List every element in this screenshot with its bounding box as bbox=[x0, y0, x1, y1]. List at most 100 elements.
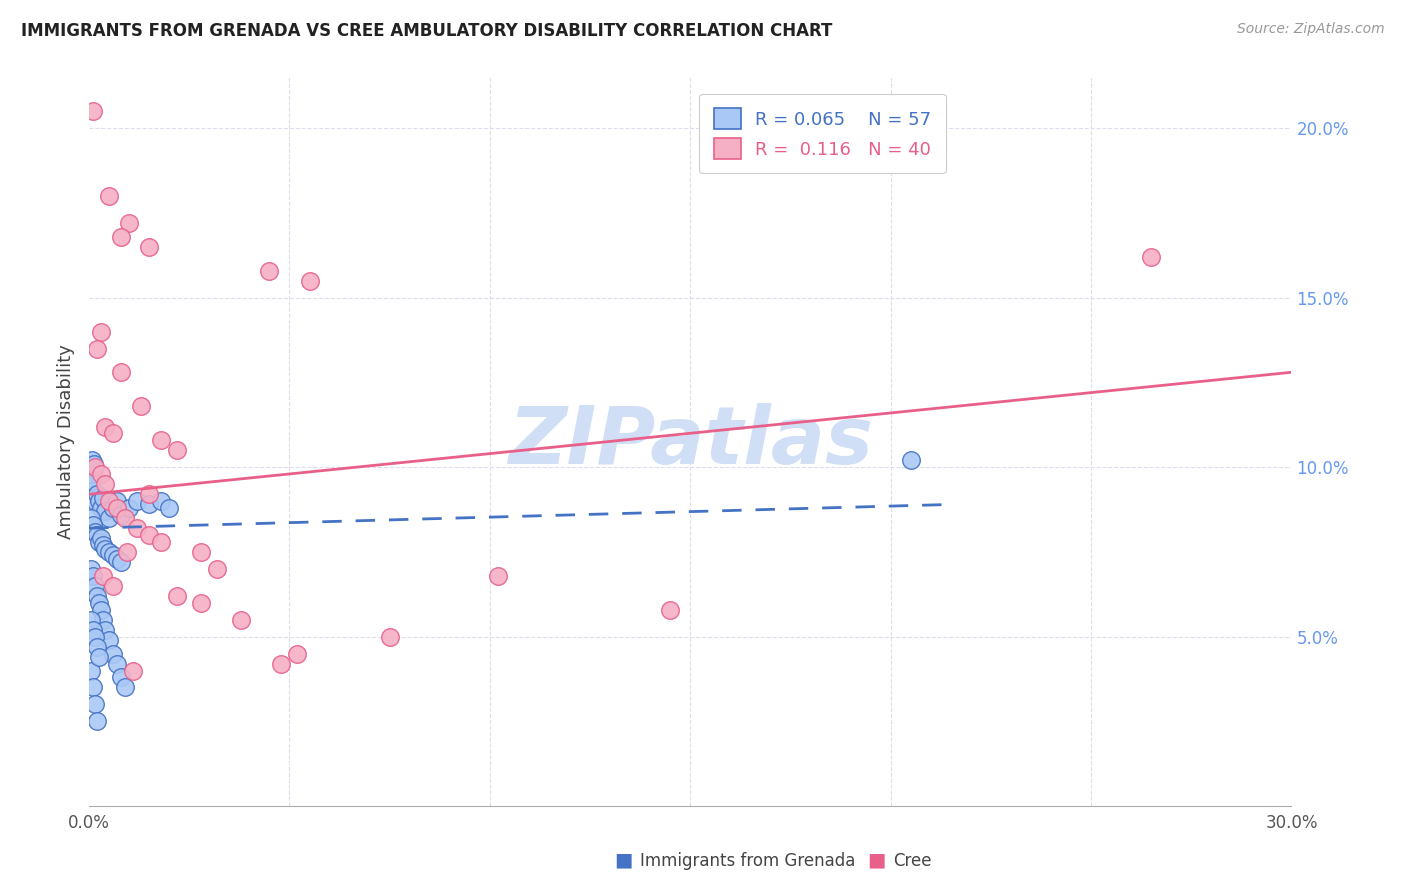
Point bbox=[486, 568, 509, 582]
Point bbox=[207, 562, 229, 576]
Point bbox=[87, 494, 110, 508]
Text: Immigrants from Grenada: Immigrants from Grenada bbox=[640, 852, 855, 870]
Point bbox=[87, 596, 110, 610]
Point bbox=[84, 494, 107, 508]
Point bbox=[101, 647, 124, 661]
Point bbox=[82, 453, 104, 467]
Text: ZIPatlas: ZIPatlas bbox=[508, 403, 873, 481]
Point bbox=[110, 365, 132, 379]
Point bbox=[115, 545, 138, 559]
Point bbox=[110, 555, 132, 569]
Point bbox=[298, 274, 321, 288]
Point bbox=[122, 664, 145, 678]
Point bbox=[190, 545, 212, 559]
Point bbox=[105, 494, 128, 508]
Point bbox=[259, 263, 281, 277]
Point bbox=[101, 500, 124, 515]
Point bbox=[83, 457, 105, 471]
Text: IMMIGRANTS FROM GRENADA VS CREE AMBULATORY DISABILITY CORRELATION CHART: IMMIGRANTS FROM GRENADA VS CREE AMBULATO… bbox=[21, 22, 832, 40]
Point bbox=[80, 477, 103, 491]
Point bbox=[90, 325, 112, 339]
Point bbox=[110, 229, 132, 244]
Point bbox=[118, 216, 141, 230]
Point bbox=[80, 664, 103, 678]
Text: Cree: Cree bbox=[893, 852, 931, 870]
Point bbox=[90, 602, 112, 616]
Point bbox=[150, 433, 173, 447]
Point bbox=[84, 630, 107, 644]
Point bbox=[118, 500, 141, 515]
Point bbox=[98, 545, 121, 559]
Point bbox=[82, 483, 104, 498]
Point bbox=[80, 562, 103, 576]
Point bbox=[87, 649, 110, 664]
Point bbox=[138, 487, 160, 501]
Point bbox=[91, 568, 114, 582]
Point bbox=[86, 342, 108, 356]
Point bbox=[127, 494, 149, 508]
Point bbox=[105, 551, 128, 566]
Point bbox=[86, 589, 108, 603]
Point bbox=[98, 189, 121, 203]
Point bbox=[94, 623, 117, 637]
Point bbox=[82, 517, 104, 532]
Point bbox=[157, 500, 180, 515]
Text: ■: ■ bbox=[868, 851, 886, 870]
Point bbox=[101, 549, 124, 563]
Point bbox=[231, 613, 253, 627]
Point bbox=[129, 399, 152, 413]
Point bbox=[378, 630, 401, 644]
Point bbox=[114, 511, 136, 525]
Point bbox=[166, 443, 188, 458]
Point bbox=[82, 568, 104, 582]
Point bbox=[138, 498, 160, 512]
Point bbox=[82, 623, 104, 637]
Point bbox=[80, 460, 103, 475]
Point bbox=[101, 579, 124, 593]
Point bbox=[82, 104, 104, 119]
Point bbox=[127, 521, 149, 535]
Point bbox=[659, 602, 682, 616]
Point bbox=[105, 657, 128, 671]
Point bbox=[84, 460, 107, 475]
Point bbox=[150, 534, 173, 549]
Point bbox=[94, 541, 117, 556]
Point bbox=[86, 640, 108, 654]
Point bbox=[86, 487, 108, 501]
Point bbox=[84, 524, 107, 539]
Point bbox=[138, 240, 160, 254]
Point bbox=[110, 670, 132, 684]
Point bbox=[94, 419, 117, 434]
Point bbox=[82, 467, 104, 481]
Point bbox=[287, 647, 309, 661]
Point bbox=[90, 467, 112, 481]
Point bbox=[91, 491, 114, 505]
Point bbox=[80, 511, 103, 525]
Point bbox=[91, 538, 114, 552]
Point bbox=[150, 494, 173, 508]
Point bbox=[114, 681, 136, 695]
Point bbox=[94, 477, 117, 491]
Point bbox=[101, 426, 124, 441]
Point bbox=[1140, 250, 1163, 264]
Text: ■: ■ bbox=[614, 851, 633, 870]
Point bbox=[98, 632, 121, 647]
Text: Source: ZipAtlas.com: Source: ZipAtlas.com bbox=[1237, 22, 1385, 37]
Point bbox=[166, 589, 188, 603]
Legend: R = 0.065    N = 57, R =  0.116   N = 40: R = 0.065 N = 57, R = 0.116 N = 40 bbox=[699, 94, 946, 173]
Point bbox=[82, 474, 104, 488]
Point bbox=[110, 508, 132, 522]
Point bbox=[80, 613, 103, 627]
Point bbox=[90, 500, 112, 515]
Point bbox=[270, 657, 292, 671]
Point bbox=[84, 698, 107, 712]
Point bbox=[105, 500, 128, 515]
Point bbox=[98, 494, 121, 508]
Point bbox=[82, 681, 104, 695]
Point bbox=[84, 579, 107, 593]
Y-axis label: Ambulatory Disability: Ambulatory Disability bbox=[58, 344, 75, 539]
Point bbox=[87, 534, 110, 549]
Point bbox=[86, 714, 108, 729]
Point bbox=[900, 453, 922, 467]
Point bbox=[91, 613, 114, 627]
